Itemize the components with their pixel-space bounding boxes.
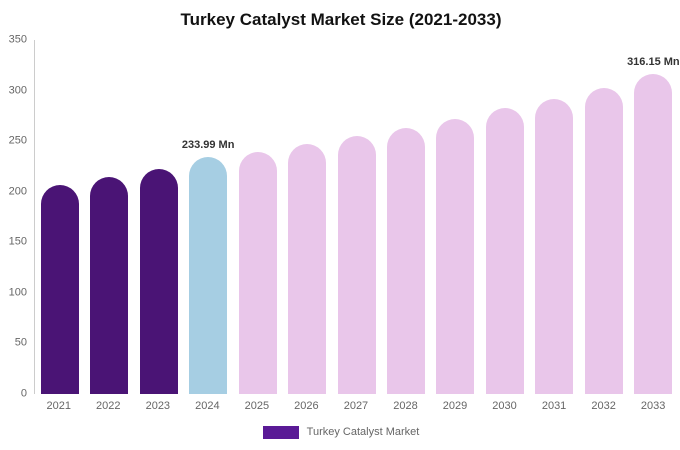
bar-column xyxy=(332,40,381,394)
bar-2025[interactable] xyxy=(238,152,277,394)
plot-area: 233.99 Mn 316.15 Mn xyxy=(34,40,680,394)
x-tick-label: 2026 xyxy=(294,400,319,412)
bar-column xyxy=(134,40,183,394)
bar-2021[interactable] xyxy=(40,184,79,394)
legend[interactable]: Turkey Catalyst Market xyxy=(4,418,678,446)
legend-swatch xyxy=(262,425,299,439)
bars: 233.99 Mn 316.15 Mn xyxy=(35,40,680,394)
bar-value-label: 233.99 Mn xyxy=(181,139,235,152)
bar-column xyxy=(282,40,331,394)
chart-title: Turkey Catalyst Market Size (2021-2033) xyxy=(180,10,502,29)
legend-label: Turkey Catalyst Market xyxy=(306,426,420,438)
bar-column xyxy=(381,40,430,394)
bar-2033[interactable] xyxy=(634,74,673,394)
x-tick-label: 2027 xyxy=(343,400,369,412)
bar-2024[interactable] xyxy=(189,157,228,394)
bar-column xyxy=(35,40,84,394)
bar-2032[interactable] xyxy=(584,87,623,394)
bar-column xyxy=(233,40,282,394)
bar-column xyxy=(530,40,579,394)
bar-2027[interactable] xyxy=(337,136,376,394)
y-tick-label: 50 xyxy=(14,336,27,349)
x-tick-label: 2024 xyxy=(195,400,220,412)
bar-column xyxy=(84,40,133,394)
x-tick-label: 2021 xyxy=(46,400,71,412)
x-tick-label: 2028 xyxy=(393,400,418,412)
y-tick-label: 200 xyxy=(8,185,27,198)
y-tick-label: 300 xyxy=(8,84,27,97)
y-tick-label: 250 xyxy=(8,134,27,147)
bar-2028[interactable] xyxy=(387,128,426,394)
x-tick-label: 2033 xyxy=(640,400,666,412)
y-tick-label: 0 xyxy=(20,387,27,400)
bar-2026[interactable] xyxy=(288,144,327,394)
bar-column xyxy=(431,40,480,394)
x-tick-label: 2025 xyxy=(244,400,270,412)
bar-column: 233.99 Mn xyxy=(181,40,235,394)
bar-value-label: 316.15 Mn xyxy=(627,56,680,69)
y-tick-label: 150 xyxy=(8,235,27,248)
x-tick-label: 2029 xyxy=(442,400,468,412)
x-tick-label: 2031 xyxy=(541,400,567,412)
x-tick-label: 2030 xyxy=(492,400,517,412)
bar-2030[interactable] xyxy=(485,107,524,394)
x-tick-label: 2023 xyxy=(145,400,171,412)
bar-2022[interactable] xyxy=(90,176,129,394)
x-tick-label: 2022 xyxy=(96,400,121,412)
x-axis-labels: 2021 2022 2023 2024 2025 2026 2027 2028 2029 2030… xyxy=(34,394,678,418)
y-axis: 0 50 100 150 200 250 300 350 xyxy=(4,34,34,399)
bar-2023[interactable] xyxy=(139,169,178,394)
x-tick-label: 2032 xyxy=(591,400,616,412)
bar-2029[interactable] xyxy=(436,118,475,394)
y-tick-label: 100 xyxy=(8,286,27,299)
plot-row: 0 50 100 150 200 250 300 350 233.99 Mn 316.15 Mn xyxy=(4,34,680,399)
y-tick-label: 350 xyxy=(8,33,27,46)
bar-column xyxy=(480,40,529,394)
bar-column: 316.15 Mn xyxy=(627,40,680,394)
bar-column xyxy=(579,40,628,394)
bar-2031[interactable] xyxy=(535,98,574,394)
